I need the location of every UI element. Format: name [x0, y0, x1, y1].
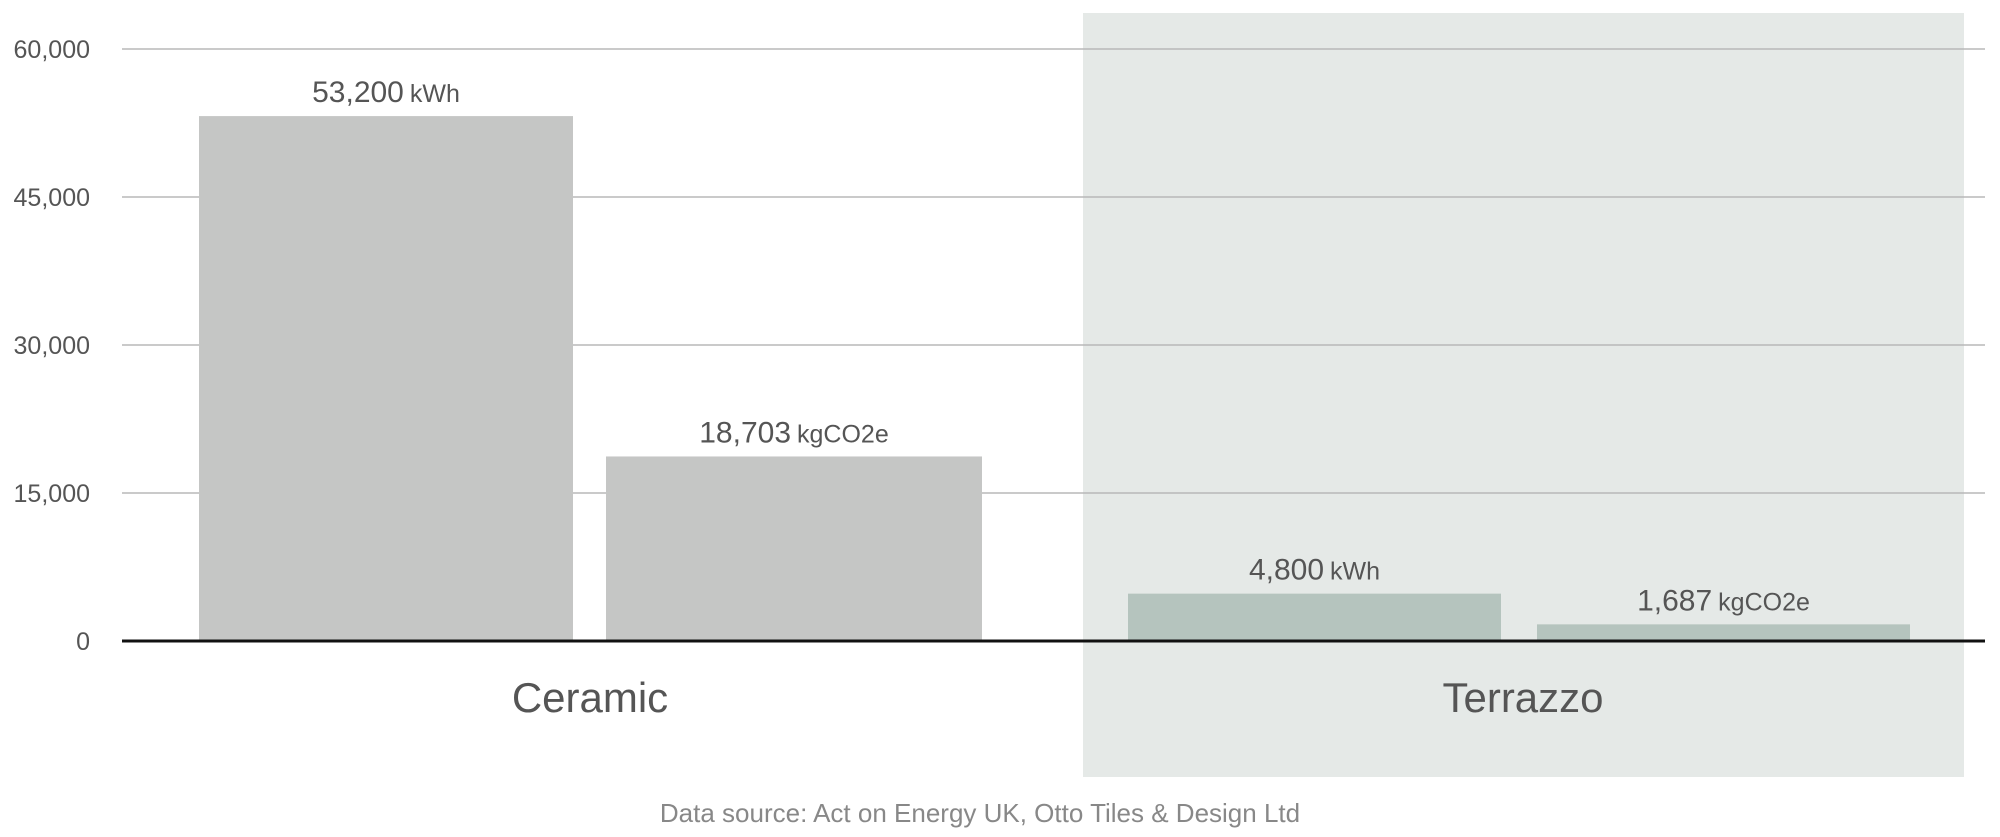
- value-label: 18,703 kgCO2e: [699, 416, 888, 449]
- source-note: Data source: Act on Energy UK, Otto Tile…: [660, 798, 1300, 828]
- y-tick-label: 30,000: [14, 332, 90, 360]
- value-label: 53,200 kWh: [312, 76, 460, 109]
- value-number: 1,687: [1637, 584, 1712, 617]
- value-unit: kgCO2e: [1718, 588, 1810, 616]
- value-unit: kWh: [410, 80, 460, 108]
- value-label: 4,800 kWh: [1249, 554, 1380, 587]
- y-tick-label: 15,000: [14, 480, 90, 508]
- value-unit: kgCO2e: [797, 420, 889, 448]
- value-unit: kWh: [1330, 558, 1380, 586]
- background-layer: [1083, 13, 1964, 777]
- bar: [1128, 593, 1501, 641]
- bar: [199, 116, 573, 642]
- value-number: 4,800: [1249, 554, 1324, 587]
- value-label: 1,687 kgCO2e: [1637, 584, 1810, 617]
- highlight-band: [1083, 13, 1964, 777]
- bar: [1537, 624, 1910, 641]
- bar: [606, 456, 982, 641]
- y-tick-label: 45,000: [14, 184, 90, 212]
- bar-layer: [199, 116, 1910, 642]
- y-tick-label: 0: [76, 628, 90, 656]
- x-tick-label: Terrazzo: [1442, 674, 1603, 721]
- value-number: 53,200: [312, 76, 404, 109]
- x-tick-label: Ceramic: [512, 674, 668, 721]
- value-number: 18,703: [699, 416, 791, 449]
- y-tick-label: 60,000: [14, 36, 90, 64]
